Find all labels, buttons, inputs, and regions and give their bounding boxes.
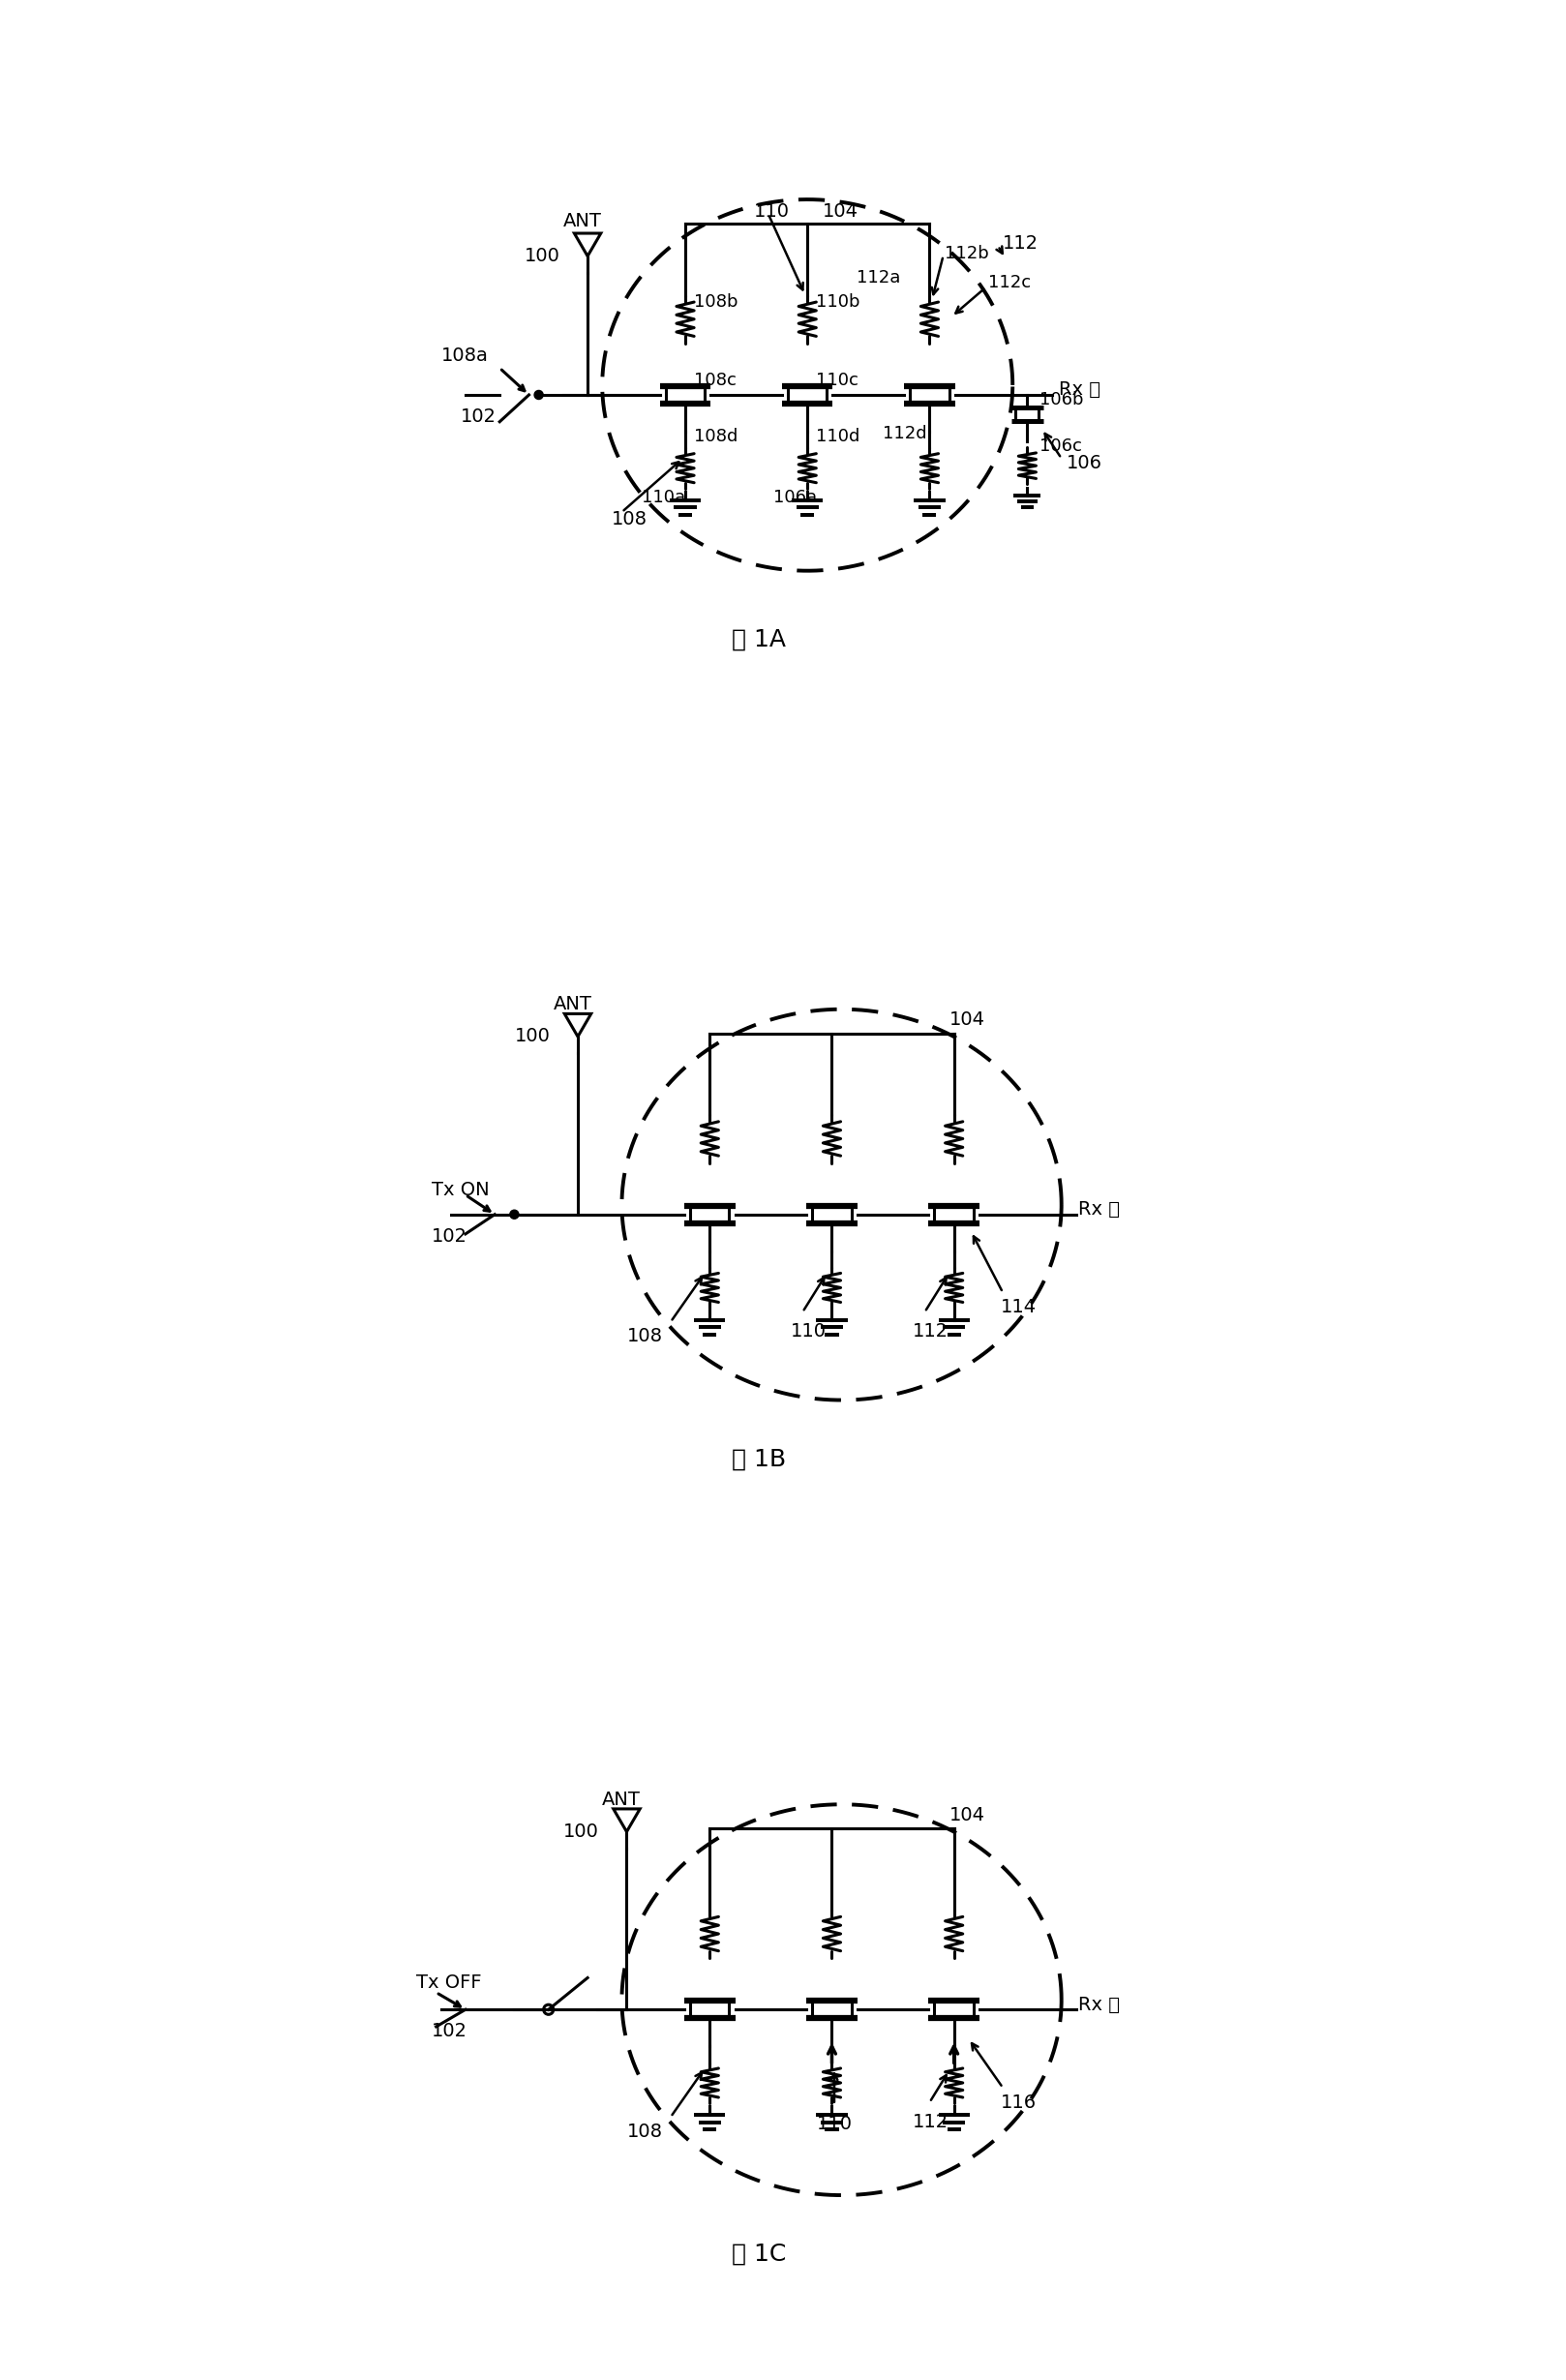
- Text: 110c: 110c: [816, 371, 858, 388]
- Text: 108c: 108c: [694, 371, 736, 388]
- Text: 112b: 112b: [944, 245, 988, 262]
- Text: Tx ON: Tx ON: [431, 1180, 489, 1200]
- Text: 108: 108: [612, 509, 648, 528]
- Text: 108d: 108d: [694, 428, 738, 445]
- Text: Rx 块: Rx 块: [1079, 1200, 1120, 1219]
- Circle shape: [534, 390, 543, 400]
- Text: 112: 112: [913, 1323, 949, 1340]
- Text: 图 1C: 图 1C: [731, 2242, 786, 2266]
- Text: 104: 104: [822, 202, 858, 221]
- Text: 106a: 106a: [774, 488, 817, 507]
- Text: 110: 110: [791, 1323, 827, 1340]
- Text: 108a: 108a: [442, 347, 489, 364]
- Text: 图 1A: 图 1A: [731, 628, 786, 650]
- Text: 108: 108: [626, 1328, 662, 1345]
- Text: ANT: ANT: [564, 212, 601, 231]
- Text: ANT: ANT: [603, 1790, 640, 1809]
- Text: 110: 110: [817, 2116, 853, 2132]
- Text: 102: 102: [431, 1228, 467, 1245]
- Text: 104: 104: [949, 1806, 985, 1825]
- Text: 110a: 110a: [642, 488, 684, 507]
- Text: 116: 116: [1001, 2092, 1037, 2111]
- Text: 102: 102: [460, 407, 496, 426]
- Text: Rx 块: Rx 块: [1079, 1994, 1120, 2013]
- Text: 110d: 110d: [816, 428, 860, 445]
- Text: Rx 块: Rx 块: [1059, 381, 1101, 400]
- Text: 112: 112: [913, 2113, 949, 2130]
- Text: 图 1B: 图 1B: [731, 1447, 786, 1471]
- Text: 100: 100: [514, 1026, 550, 1045]
- Text: 112: 112: [1002, 233, 1038, 252]
- Text: 108: 108: [626, 2123, 662, 2142]
- Text: 110b: 110b: [816, 293, 860, 312]
- Text: 106b: 106b: [1040, 390, 1084, 409]
- Text: 112c: 112c: [988, 274, 1030, 290]
- Text: 112d: 112d: [883, 426, 927, 443]
- Text: 112a: 112a: [857, 269, 900, 286]
- Text: Tx OFF: Tx OFF: [417, 1973, 482, 1992]
- Text: 100: 100: [564, 1823, 598, 1840]
- Text: 114: 114: [1001, 1297, 1037, 1316]
- Text: 110: 110: [753, 202, 789, 221]
- Text: 100: 100: [525, 248, 559, 264]
- Text: 104: 104: [949, 1012, 985, 1028]
- Text: ANT: ANT: [553, 995, 592, 1014]
- Text: 106: 106: [1066, 455, 1102, 474]
- Text: 108b: 108b: [694, 293, 738, 312]
- Circle shape: [511, 1209, 518, 1219]
- Text: 102: 102: [431, 2023, 467, 2040]
- Text: 106c: 106c: [1040, 438, 1082, 455]
